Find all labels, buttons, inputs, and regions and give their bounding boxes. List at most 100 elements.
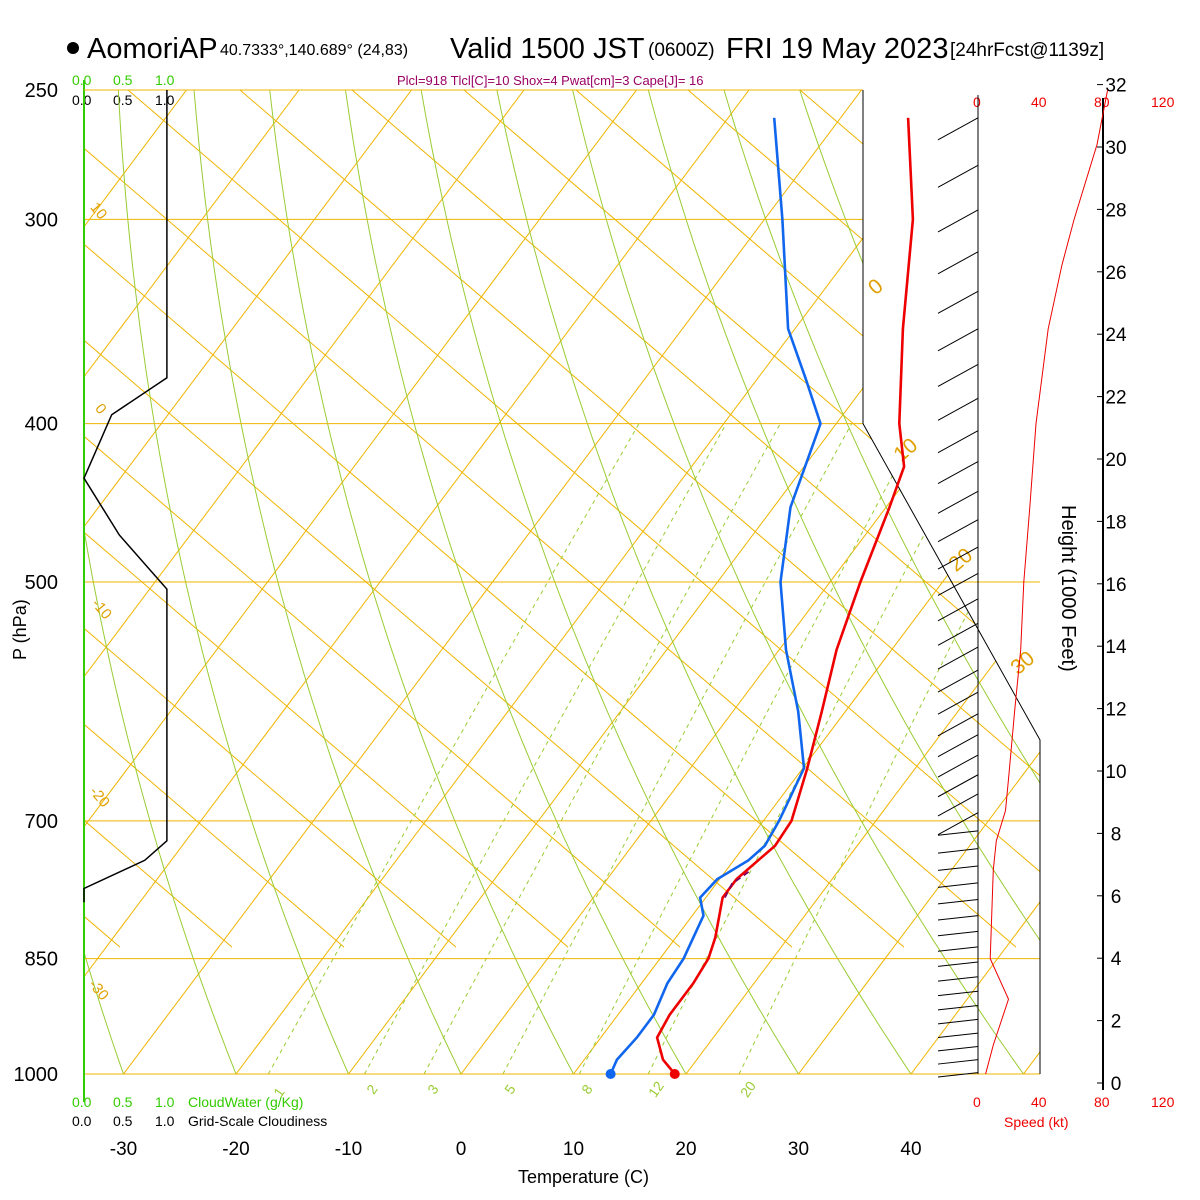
- wind-barb: [937, 598, 979, 622]
- saturated-adiabat-line: [84, 90, 569, 948]
- wind-barb: [937, 490, 979, 514]
- height-tick-label: 16: [1105, 575, 1126, 596]
- wind-barb: [937, 622, 979, 646]
- cloudwater-scale-05-bottom: 0.5: [113, 1094, 133, 1110]
- height-tick-label: 4: [1111, 949, 1122, 970]
- isotherm-line: [84, 90, 412, 1074]
- surface-temperature-marker: [669, 1069, 680, 1079]
- wind-barb: [937, 990, 979, 997]
- mixing-ratio-label: 12: [645, 1078, 667, 1100]
- height-tick-label: 18: [1105, 512, 1126, 533]
- wind-barb: [937, 646, 979, 670]
- mixing-ratio-label: 5: [501, 1081, 519, 1097]
- valid-time: Valid 1500 JST: [450, 33, 645, 65]
- pressure-tick-label: 400: [25, 414, 58, 436]
- height-tick-label: 8: [1111, 824, 1122, 845]
- wind-barb: [937, 793, 979, 817]
- valid-time-z: (0600Z): [648, 40, 715, 61]
- height-tick-label: 10: [1105, 762, 1126, 783]
- cloudiness-scale-1-top: 1.0: [155, 92, 175, 108]
- cloudwater-scale-05-top: 0.5: [113, 72, 133, 88]
- height-tick-label: 30: [1105, 138, 1126, 159]
- cloudiness-scale-05-bottom: 0.5: [113, 1113, 133, 1129]
- saturated-adiabat-line: [84, 90, 681, 948]
- temperature-tick-label: 10: [563, 1139, 584, 1160]
- saturated-adiabat-line: [84, 90, 1017, 948]
- wind-barb: [937, 691, 979, 715]
- valid-date: FRI 19 May 2023: [726, 33, 948, 65]
- cloudiness-scale-1-bottom: 1.0: [155, 1113, 175, 1129]
- height-tick-label: 22: [1105, 388, 1126, 409]
- height-axis-title: Height (1000 Feet): [1057, 505, 1079, 672]
- temperature-tick-label: 30: [788, 1139, 809, 1160]
- wind-barb: [937, 882, 979, 888]
- speed-tick-80-bottom: 80: [1094, 1094, 1110, 1110]
- x-axis-title: Temperature (C): [518, 1167, 649, 1187]
- saturated-adiabat-line: [575, 90, 1040, 948]
- saturated-adiabat-line: [84, 90, 345, 948]
- height-tick-label: 0: [1111, 1074, 1122, 1095]
- wind-barb: [937, 290, 979, 314]
- speed-tick-120-top: 120: [1151, 94, 1175, 110]
- wind-barb: [937, 572, 979, 596]
- cloudiness-scale-05-top: 0.5: [113, 92, 133, 108]
- wind-barb: [937, 209, 979, 233]
- height-tick-label: 24: [1105, 325, 1127, 346]
- isotherm-line: [910, 90, 1040, 1074]
- station-name: AomoriAP: [87, 33, 218, 65]
- surface-dewpoint-marker: [605, 1069, 616, 1079]
- wind-barb: [937, 669, 979, 693]
- wind-speed-profile: [985, 89, 1109, 1075]
- isotherm-line: [84, 90, 300, 1074]
- sounding-layer: [605, 117, 915, 1079]
- mixing-ratio-label: 3: [424, 1081, 442, 1097]
- saturated-adiabat-line: [84, 90, 793, 948]
- cloudwater-scale-1-top: 1.0: [155, 72, 175, 88]
- pressure-tick-label: 850: [25, 949, 58, 971]
- wind-barb: [937, 519, 979, 543]
- saturated-adiabat-line: [1136, 90, 1200, 947]
- wind-barb: [937, 164, 979, 188]
- wind-barb: [937, 251, 979, 275]
- wind-barb: [937, 830, 979, 836]
- height-tick-label: 12: [1105, 700, 1126, 721]
- wind-barb: [937, 848, 979, 854]
- wind-barb: [937, 930, 979, 937]
- wind-barb: [937, 328, 979, 352]
- dry-adiabat-line: [1178, 90, 1200, 1074]
- cloudwater-label: CloudWater (g/Kg): [188, 1094, 303, 1110]
- isotherm-label: -20: [86, 783, 113, 811]
- pressure-tick-label: 300: [25, 209, 58, 231]
- wind-barb: [937, 117, 979, 141]
- isotherm-label: 0: [91, 400, 109, 417]
- y-axis-title: P (hPa): [10, 599, 30, 660]
- wind-barb: [937, 812, 979, 836]
- wind-barb: [937, 976, 979, 982]
- dry-adiabat-line: [345, 90, 687, 1074]
- wind-layer: [937, 89, 1109, 1078]
- speed-tick-40-top: 40: [1031, 94, 1047, 110]
- height-tick-label: 28: [1105, 200, 1126, 221]
- height-tick-label: 6: [1111, 887, 1122, 908]
- dry-adiabat-line: [723, 90, 1040, 1074]
- wind-barb: [937, 1032, 979, 1038]
- temperature-profile: [655, 117, 915, 1075]
- cloudwater-scale-0-top: 0.0: [72, 72, 92, 88]
- wind-barb: [937, 1046, 979, 1052]
- mixing-ratio-label: 8: [578, 1081, 596, 1097]
- dry-adiabat-line: [84, 90, 237, 1074]
- wind-barb: [937, 1072, 979, 1078]
- dry-adiabat-line: [269, 90, 574, 1074]
- pressure-tick-label: 500: [25, 572, 58, 594]
- wind-barb: [937, 430, 979, 454]
- isotherm-line: [1136, 90, 1200, 1074]
- wind-barb: [937, 397, 979, 421]
- cloudiness-scale-0-bottom: 0.0: [72, 1113, 92, 1129]
- wind-barb: [937, 865, 979, 871]
- wind-barb: [937, 363, 979, 387]
- saturated-adiabat-line: [351, 90, 1040, 948]
- height-tick-label: 26: [1105, 263, 1126, 284]
- saturated-adiabat-line: [687, 90, 1040, 948]
- mixing-ratio-label: 20: [737, 1078, 759, 1100]
